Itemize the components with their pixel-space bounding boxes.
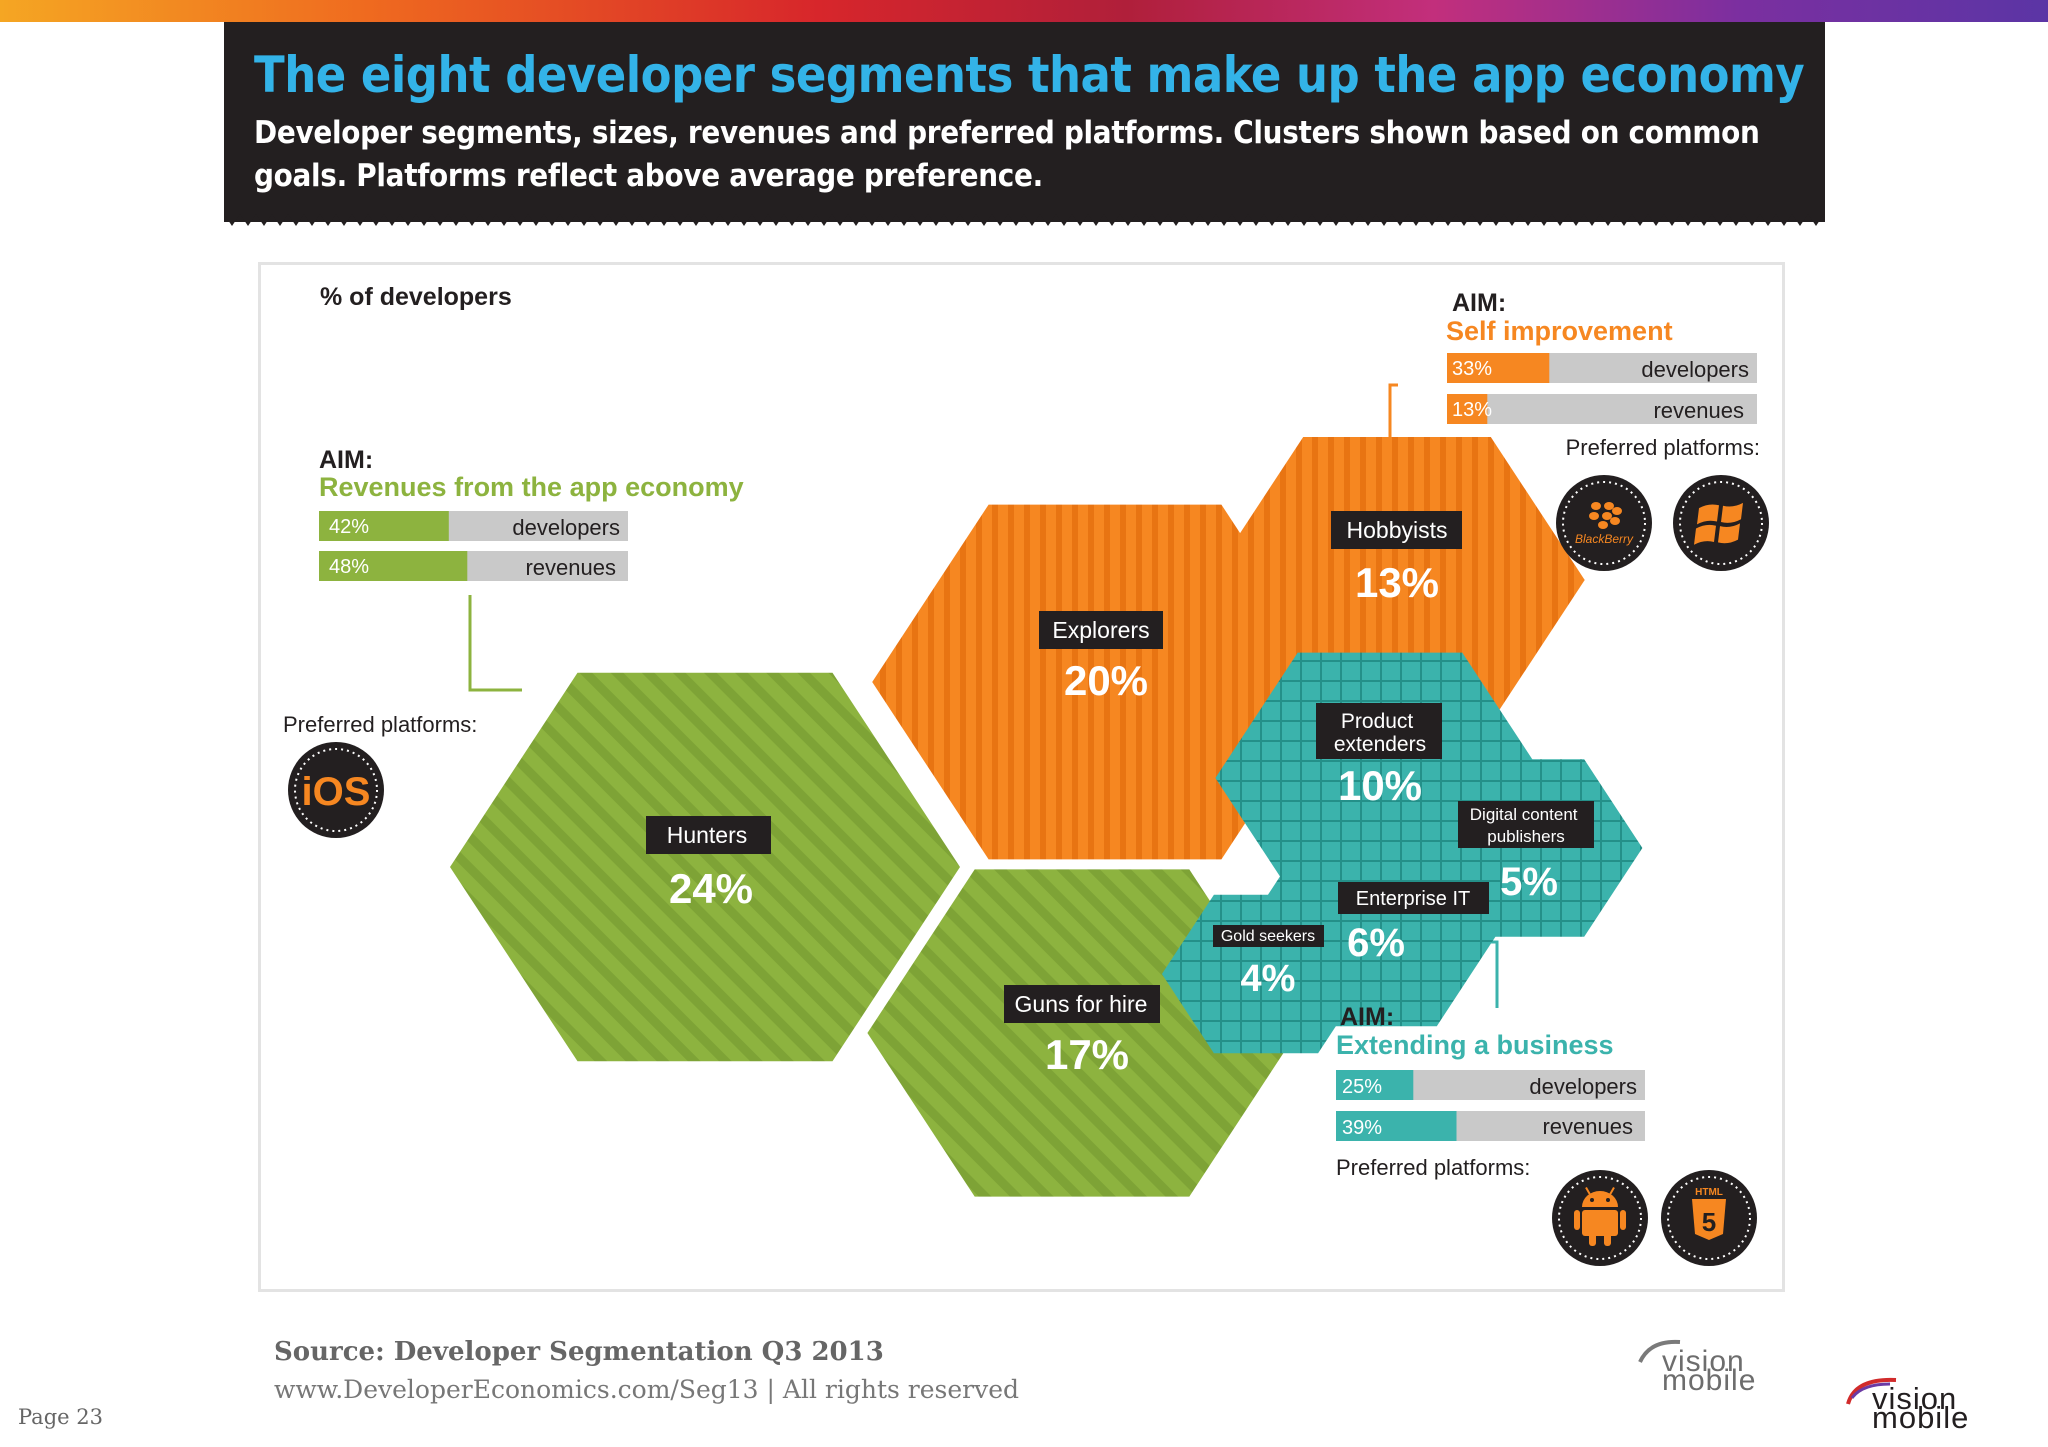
segment-value-digital-content-publishers: 5%: [1500, 860, 1558, 904]
bar-fill-revenues: [1447, 394, 1488, 424]
segment-label-bg: [1458, 801, 1594, 848]
bar-value: 13%: [1452, 399, 1492, 421]
aim-title-self-improvement: Self improvement: [1446, 316, 1673, 346]
aim-extending-business-block: AIM: Extending a business 25% developers…: [1336, 1003, 1645, 1180]
segment-label-bg: [1039, 611, 1163, 649]
segment-value-gold-seekers: 4%: [1241, 958, 1296, 1000]
segment-label-bg: [1004, 985, 1160, 1023]
svg-text:mobile: mobile: [1872, 1400, 1969, 1435]
source-url: www.DeveloperEconomics.com/Seg13 | All r…: [274, 1375, 1020, 1404]
aim-revenues-block: AIM: Revenues from the app economy 42% d…: [283, 446, 744, 737]
bar-value: 42%: [329, 516, 369, 538]
segment-value-guns-for-hire: 17%: [1045, 1031, 1129, 1078]
segment-value-enterprise-it: 6%: [1347, 921, 1405, 965]
hexagon-hobbyists: [1209, 437, 1585, 723]
android-icon: [1552, 1170, 1648, 1266]
segment-label-bg: [1338, 882, 1489, 914]
page-subtitle: Developer segments, sizes, revenues and …: [254, 115, 1760, 194]
bar-value: 33%: [1452, 358, 1492, 380]
bar-label: revenues: [525, 555, 616, 580]
ios-icon: iOS: [288, 742, 384, 838]
aim-label: AIM:: [1340, 1003, 1394, 1031]
segment-name-product-extenders: Product extenders: [1334, 710, 1426, 756]
svg-text:vision: vision: [1662, 1345, 1745, 1378]
aim-label: AIM:: [1452, 289, 1506, 317]
segment-label-bg: [646, 816, 771, 854]
vision-mobile-logo-small: vision mobile: [1638, 1339, 1756, 1397]
source-citation: Source: Developer Segmentation Q3 2013: [274, 1337, 884, 1367]
bar-fill-revenues: [1336, 1111, 1457, 1141]
segment-value-explorers: 20%: [1064, 657, 1148, 704]
bar-fill-developers: [319, 511, 449, 541]
bar-value: 25%: [1342, 1076, 1382, 1098]
connector-revenues: [468, 595, 522, 692]
blackberry-icon: BlackBerry: [1556, 475, 1652, 571]
svg-text:iOS: iOS: [302, 770, 371, 814]
chart-y-title: % of developers: [320, 283, 512, 311]
preferred-platforms-label: Preferred platforms:: [283, 712, 477, 737]
preferred-platforms-label: Preferred platforms:: [1566, 435, 1760, 460]
segment-label-bg: [1316, 703, 1442, 759]
bar-label: revenues: [1542, 1114, 1633, 1139]
segment-name-hunters: Hunters: [667, 822, 748, 848]
segment-name-gold-seekers: Gold seekers: [1221, 928, 1315, 945]
bar-label: revenues: [1653, 398, 1744, 423]
html5-icon: HTML 5: [1661, 1170, 1757, 1266]
bar-label: developers: [512, 515, 620, 540]
segment-value-hobbyists: 13%: [1355, 559, 1439, 606]
bar-label: developers: [1529, 1074, 1637, 1099]
bar-value: 48%: [329, 556, 369, 578]
svg-text:vision: vision: [1872, 1381, 1957, 1416]
aim-title-revenues: Revenues from the app economy: [319, 472, 744, 502]
segment-name-enterprise-it: Enterprise IT: [1356, 888, 1470, 910]
bar-fill-developers: [1447, 353, 1550, 383]
svg-text:5: 5: [1702, 1207, 1716, 1237]
segment-value-hunters: 24%: [669, 865, 753, 912]
bar-fill-developers: [1336, 1070, 1414, 1100]
bar-value: 39%: [1342, 1117, 1382, 1139]
page-number: Page 23: [18, 1405, 103, 1429]
page-title: The eight developer segments that make u…: [254, 46, 1805, 104]
header-zigzag-edge: [224, 214, 1825, 226]
vision-mobile-logo: vision mobile: [1846, 1377, 1969, 1435]
svg-text:HTML: HTML: [1695, 1187, 1723, 1198]
segment-label-bg: [1213, 925, 1324, 947]
bar-fill-revenues: [319, 551, 468, 581]
connector-self-improvement: [1388, 383, 1398, 440]
segment-name-explorers: Explorers: [1052, 617, 1149, 643]
aim-self-improvement-block: AIM: Self improvement 33% developers 13%…: [1446, 289, 1760, 460]
bar-track: [1447, 394, 1757, 424]
svg-text:BlackBerry: BlackBerry: [1575, 532, 1634, 546]
segment-value-product-extenders: 10%: [1338, 762, 1422, 809]
preferred-platforms-label: Preferred platforms:: [1336, 1155, 1530, 1180]
header-banner: The eight developer segments that make u…: [224, 22, 1825, 222]
top-gradient-bar: [0, 0, 2048, 22]
segment-name-digital-content-publishers: Digital content publishers: [1470, 805, 1582, 846]
svg-text:mobile: mobile: [1662, 1364, 1756, 1397]
bar-label: developers: [1641, 357, 1749, 382]
segment-name-guns-for-hire: Guns for hire: [1015, 991, 1148, 1017]
aim-label: AIM:: [319, 446, 373, 474]
aim-title-extending-business: Extending a business: [1336, 1030, 1614, 1060]
windows-icon: [1673, 475, 1769, 571]
segment-name-hobbyists: Hobbyists: [1347, 517, 1448, 543]
hexagon-hunters: [450, 672, 960, 1062]
segment-label-bg: [1331, 511, 1462, 549]
